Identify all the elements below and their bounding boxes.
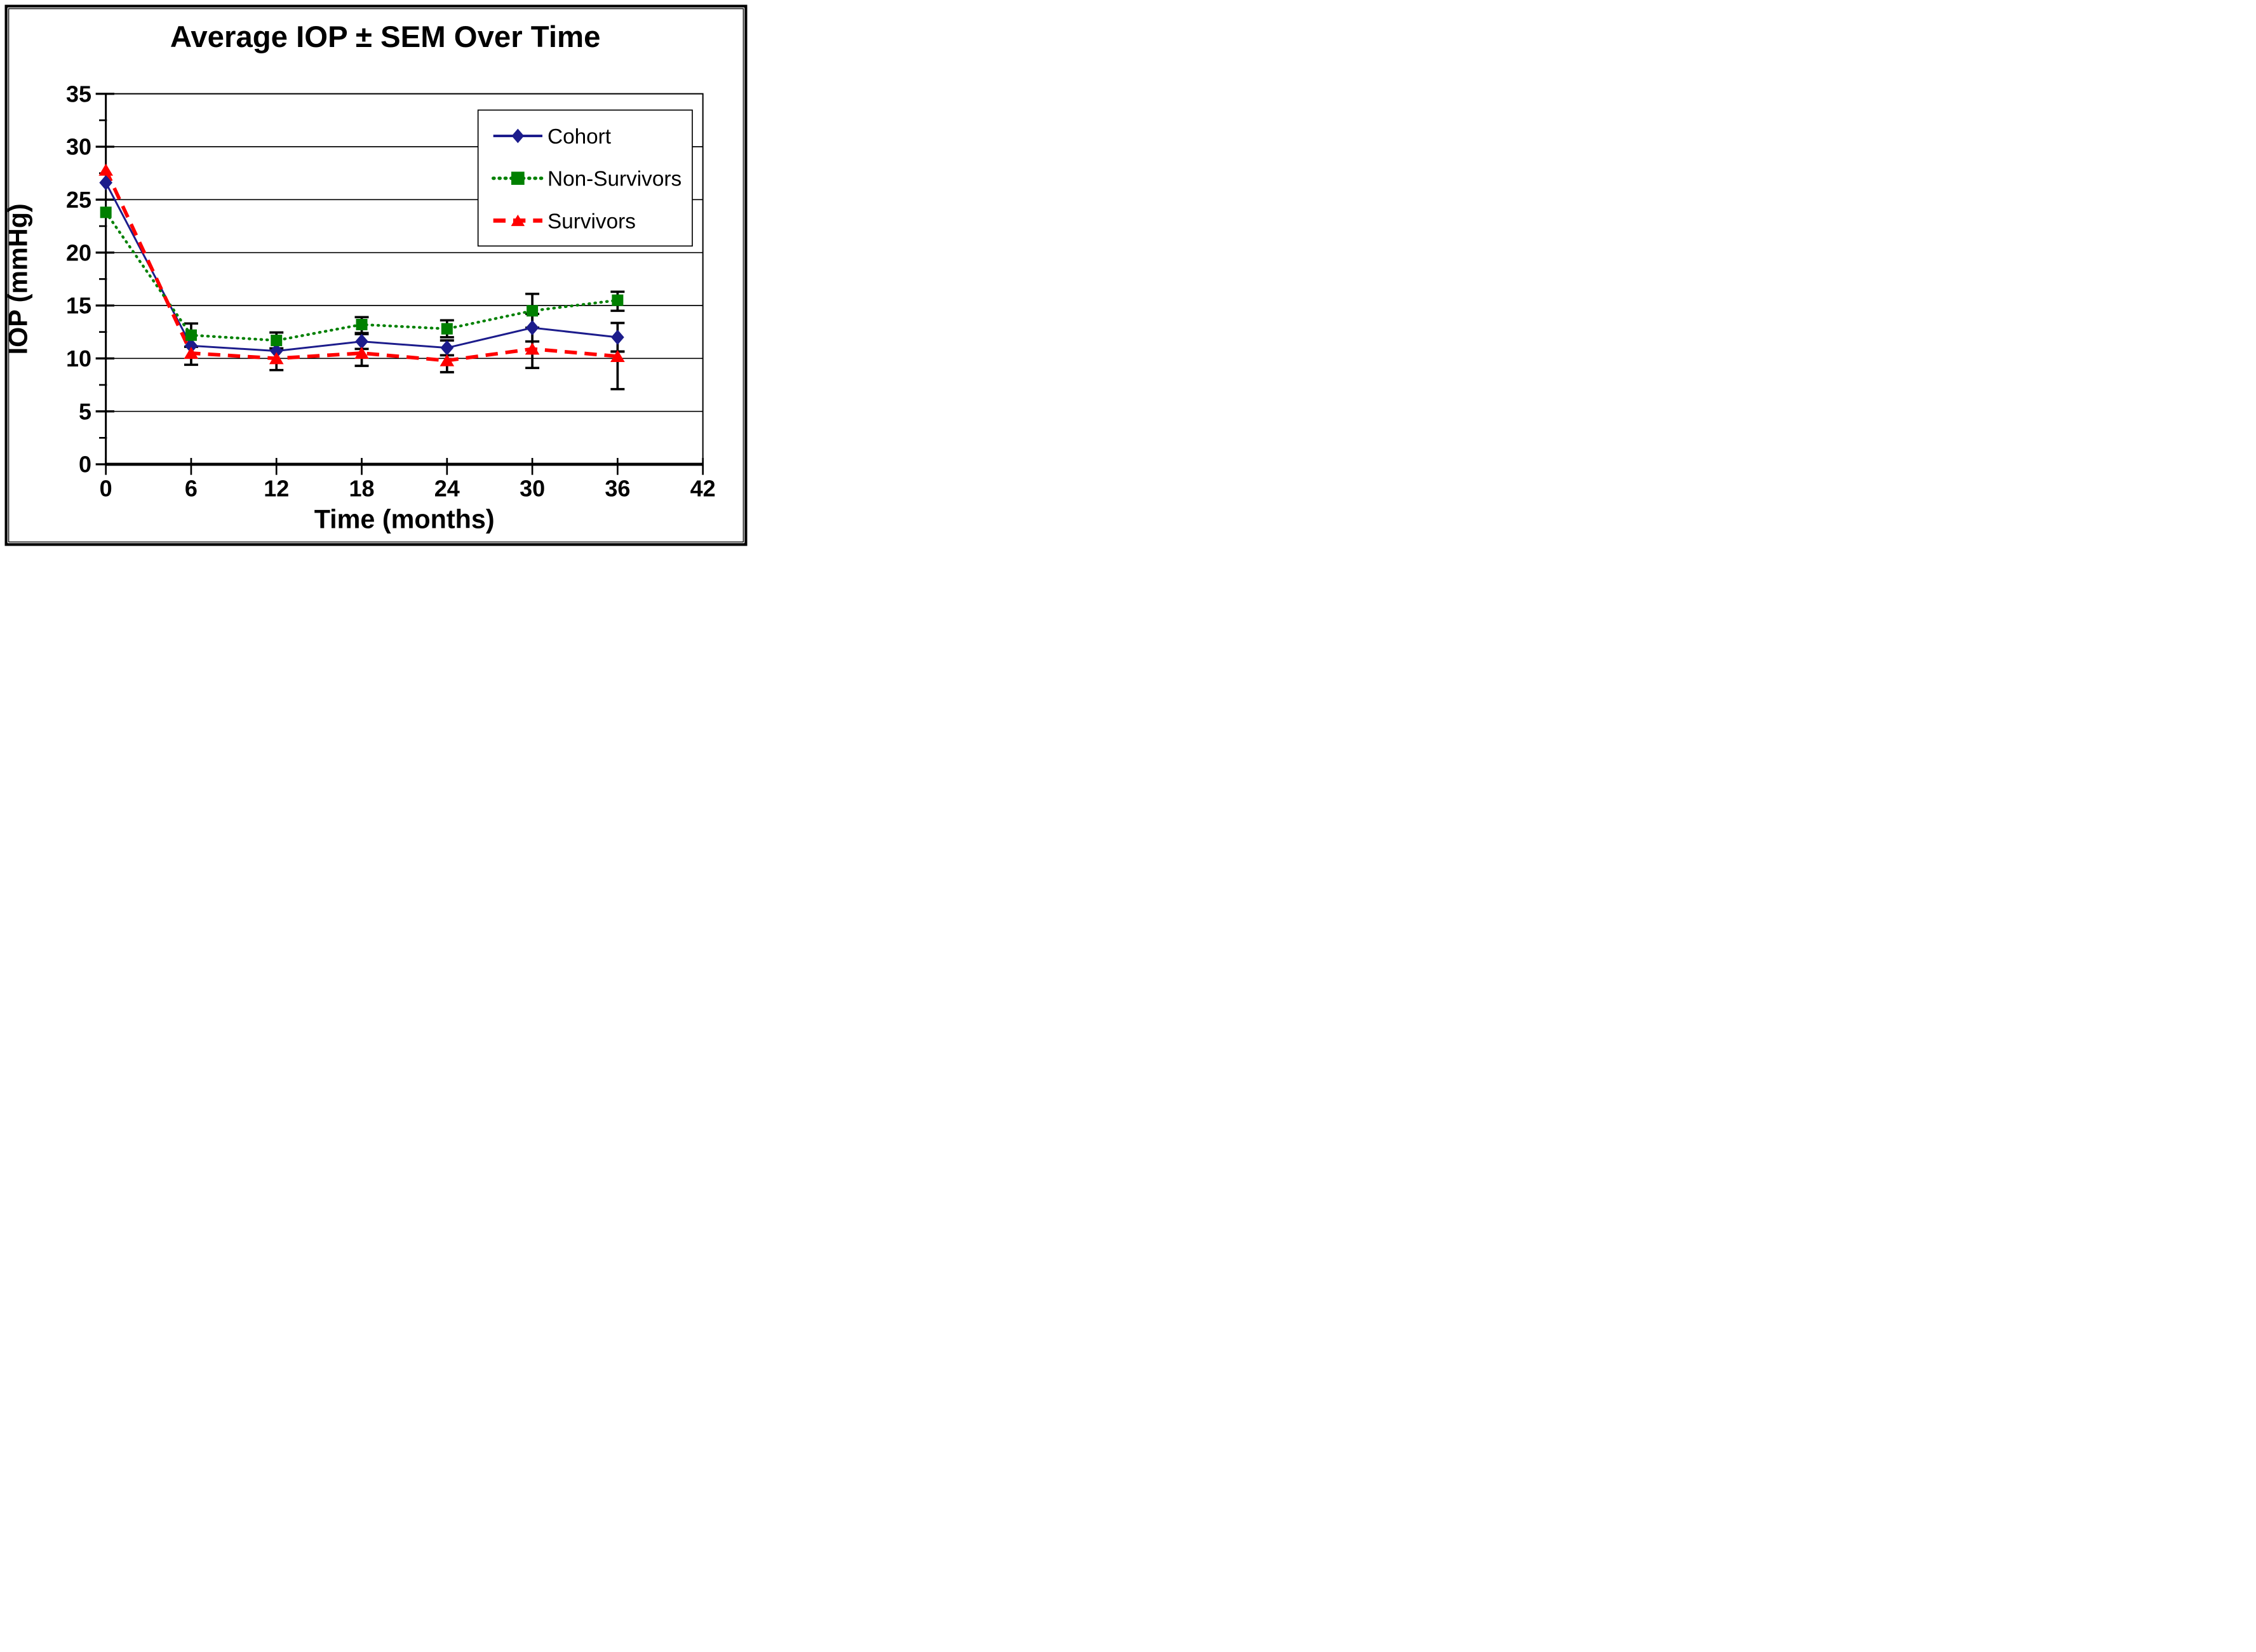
x-tick-label-0: 0 — [100, 476, 112, 502]
marker-diamond-Cohort-36 — [611, 330, 624, 345]
y-tick-label-5: 5 — [79, 398, 91, 424]
legend-label-Non-Survivors: Non-Survivors — [547, 168, 682, 191]
marker-square-Non-Survivors-36 — [612, 294, 624, 306]
marker-square-Non-Survivors-18 — [356, 319, 368, 330]
outer-border-thick — [4, 4, 748, 546]
marker-triangle-Survivors-24 — [440, 354, 455, 366]
marker-triangle-Survivors-0 — [98, 163, 113, 176]
iop-line-chart: Average IOP ± SEM Over Time 0 5 10 15 20 25 30 3… — [0, 0, 752, 551]
legend-item-Cohort: Cohort — [493, 125, 612, 149]
x-tick-label-24: 24 — [434, 476, 460, 502]
marker-triangle-Survivors-18 — [354, 347, 369, 359]
y-axis-title: IOP (mmHg) — [4, 203, 33, 354]
legend-marker-diamond-Cohort — [511, 128, 525, 144]
x-tick-label-12: 12 — [264, 476, 289, 502]
legend-label-Cohort: Cohort — [547, 125, 612, 149]
y-tick-label-35: 35 — [66, 81, 91, 107]
marker-square-Non-Survivors-12 — [271, 335, 283, 346]
legend-label-Survivors: Survivors — [547, 210, 636, 233]
outer-border-thin — [8, 8, 744, 542]
x-axis-title: Time (months) — [314, 505, 495, 534]
marker-diamond-Cohort-12 — [269, 343, 283, 359]
legend-item-Non-Survivors: Non-Survivors — [492, 168, 682, 191]
y-tick-label-30: 30 — [66, 134, 91, 160]
marker-square-Non-Survivors-6 — [185, 329, 197, 341]
marker-diamond-Cohort-30 — [525, 320, 539, 335]
y-tick-label-15: 15 — [66, 293, 91, 319]
y-tick-label-25: 25 — [66, 187, 91, 213]
marker-triangle-Survivors-36 — [610, 350, 625, 362]
chart-figure: Average IOP ± SEM Over Time 0 5 10 15 20 25 30 3… — [0, 0, 752, 551]
x-tick-label-18: 18 — [349, 476, 375, 502]
x-tick-label-36: 36 — [605, 476, 630, 502]
chart-title: Average IOP ± SEM Over Time — [170, 20, 600, 54]
marker-triangle-Survivors-12 — [269, 352, 284, 365]
y-tick-label-20: 20 — [66, 239, 91, 265]
y-tick-label-0: 0 — [79, 452, 91, 478]
y-tick-label-10: 10 — [66, 346, 91, 372]
marker-triangle-Survivors-6 — [184, 347, 199, 359]
marker-diamond-Cohort-24 — [440, 340, 454, 356]
legend-item-Survivors: Survivors — [493, 210, 636, 233]
marker-diamond-Cohort-0 — [99, 175, 112, 191]
x-tick-label-42: 42 — [690, 476, 716, 502]
legend-marker-triangle-Survivors — [511, 214, 525, 226]
x-tick-label-30: 30 — [520, 476, 545, 502]
marker-triangle-Survivors-30 — [525, 342, 540, 355]
legend-marker-square-Non-Survivors — [511, 171, 525, 185]
marker-square-Non-Survivors-0 — [100, 206, 112, 218]
marker-diamond-Cohort-18 — [355, 333, 368, 349]
marker-square-Non-Survivors-24 — [441, 323, 453, 335]
marker-square-Non-Survivors-30 — [527, 305, 539, 317]
x-tick-label-6: 6 — [185, 476, 198, 502]
